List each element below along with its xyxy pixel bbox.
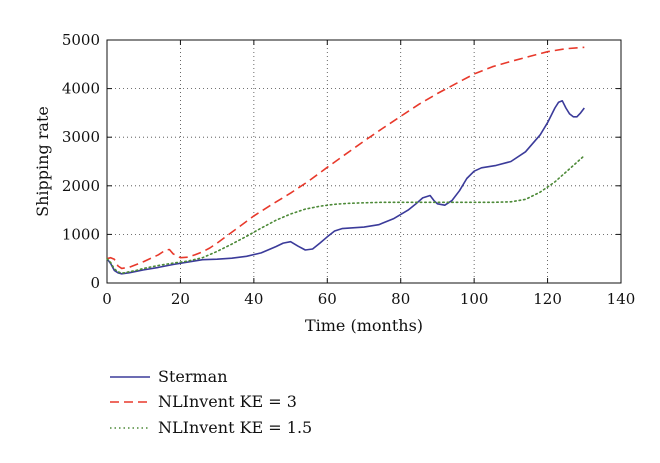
legend: Sterman NLInvent KE = 3 NLInvent KE = 1.… [110,367,312,437]
series-line-nlinvent-ke-1-5 [106,154,586,275]
x-tick-label: 140 [607,290,636,308]
legend-label-nlinvent-ke-3: NLInvent KE = 3 [158,392,297,411]
legend-label-sterman: Sterman [158,367,228,386]
axis-ticks: 0 20 40 60 80 100 120 140 0 1000 2000 3000 4000 5000 [62,31,636,308]
plot-area-frame [106,39,622,284]
y-axis-title: Shipping rate [33,106,52,217]
x-axis-title: Time (months) [305,316,423,335]
y-tick-label: 0 [90,274,100,292]
x-tick-label: 80 [391,290,410,308]
x-tick-label: 120 [533,290,562,308]
x-tick-label: 20 [171,290,190,308]
y-tick-label: 4000 [62,80,100,98]
series-line-nlinvent-ke-3 [106,46,585,270]
y-tick-label: 5000 [62,31,100,49]
series-lines [106,46,586,275]
x-tick-label: 60 [318,290,337,308]
legend-label-nlinvent-ke-1-5: NLInvent KE = 1.5 [158,418,312,437]
y-tick-label: 1000 [62,225,100,243]
x-tick-label: 100 [460,290,489,308]
series-line-sterman [106,100,585,275]
grid [107,40,621,283]
x-tick-label: 0 [102,290,112,308]
y-tick-label: 2000 [62,177,100,195]
x-tick-label: 40 [244,290,263,308]
y-tick-label: 3000 [62,128,100,146]
